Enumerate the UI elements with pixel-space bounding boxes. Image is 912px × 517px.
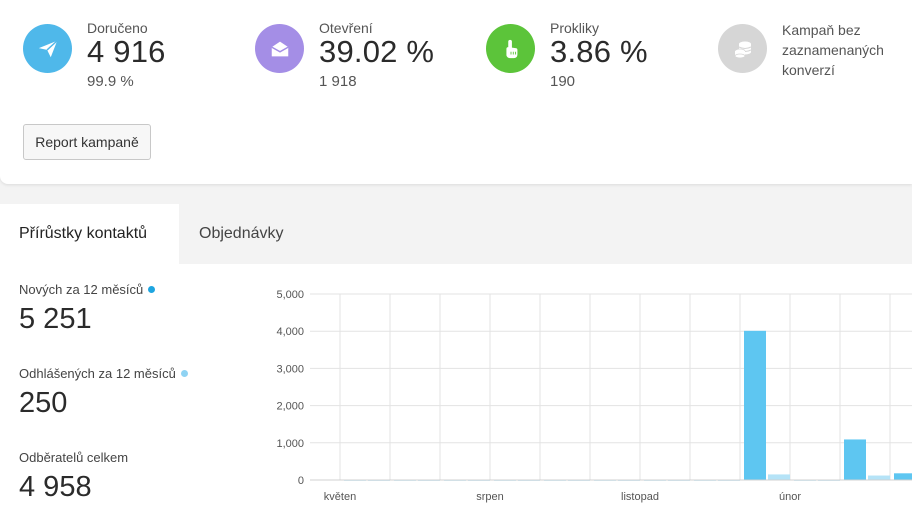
y-tick-label: 2,000 (276, 401, 304, 413)
chart-bar (844, 439, 866, 480)
chart-bar (894, 473, 912, 480)
y-tick-label: 1,000 (276, 438, 304, 450)
opens-circle (255, 24, 304, 73)
clicks-count: 190 (550, 73, 576, 90)
clicks-label: Prokliky (550, 20, 600, 36)
y-tick-label: 5,000 (276, 289, 304, 301)
total-subscribers-label-text: Odběratelů celkem (19, 450, 129, 465)
total-subscribers-value: 4 958 (19, 471, 92, 503)
y-tick-label: 0 (298, 475, 304, 487)
chart-bar (768, 474, 790, 480)
pointing-hand-icon (505, 39, 517, 58)
clicks-value: 3.86 % (550, 34, 648, 69)
opens-count: 1 918 (319, 73, 357, 90)
tab-orders[interactable]: Objednávky (199, 225, 284, 242)
contact-growth-panel: Nových za 12 měsíců 5 251 Odhlášených za… (0, 264, 912, 517)
tab-contact-growth[interactable]: Přírůstky kontaktů (0, 204, 179, 264)
chart-bar (868, 475, 890, 480)
contact-growth-chart: 0 1,000 2,000 3,000 4,000 5,000 květen srpen lis… (276, 289, 912, 503)
unsubscribed-value: 250 (19, 387, 68, 419)
new-contacts-legend-dot (148, 286, 156, 293)
delivered-value: 4 916 (87, 34, 166, 69)
x-tick-label: listopad (621, 491, 659, 503)
campaign-report-button[interactable]: Report kampaně (23, 124, 151, 160)
metric-new-contacts: Nových za 12 měsíců 5 251 (19, 282, 156, 336)
y-tick-label: 3,000 (276, 363, 304, 375)
campaign-stats-card: Doručeno 4 916 99.9 % Otevření 39.02 % 1… (0, 0, 912, 184)
new-contacts-label-text: Nových za 12 měsíců (19, 282, 144, 297)
total-subscribers-label: Odběratelů celkem (19, 450, 128, 465)
opens-label: Otevření (319, 20, 373, 36)
unsubscribed-label-text: Odhlášených za 12 měsíců (19, 366, 176, 381)
x-tick-label: únor (779, 491, 801, 503)
opens-value: 39.02 % (319, 34, 435, 69)
tabs-bar: Přírůstky kontaktů Objednávky (0, 204, 912, 264)
conversions-label: Kampaň bez zaznamenaných konverzí (782, 22, 884, 78)
y-tick-label: 4,000 (276, 326, 304, 338)
clicks-circle (486, 24, 535, 73)
paper-plane-icon (38, 39, 58, 57)
delivered-label: Doručeno (87, 20, 148, 36)
conversions-circle (718, 24, 767, 73)
unsubscribed-label: Odhlášených za 12 měsíců (19, 366, 188, 381)
coins-icon (734, 41, 751, 58)
delivered-circle (23, 24, 72, 73)
delivered-percent: 99.9 % (87, 73, 134, 90)
new-contacts-value: 5 251 (19, 303, 92, 335)
metric-unsubscribed: Odhlášených za 12 měsíců 250 (19, 366, 188, 420)
new-contacts-label: Nových za 12 měsíců (19, 282, 156, 297)
x-tick-label: květen (324, 491, 356, 503)
metric-total-subscribers: Odběratelů celkem 4 958 (19, 450, 128, 504)
chart-bar (744, 330, 766, 480)
x-tick-label: srpen (476, 491, 504, 503)
open-envelope-icon (270, 41, 289, 56)
unsubscribed-legend-dot (180, 370, 188, 377)
